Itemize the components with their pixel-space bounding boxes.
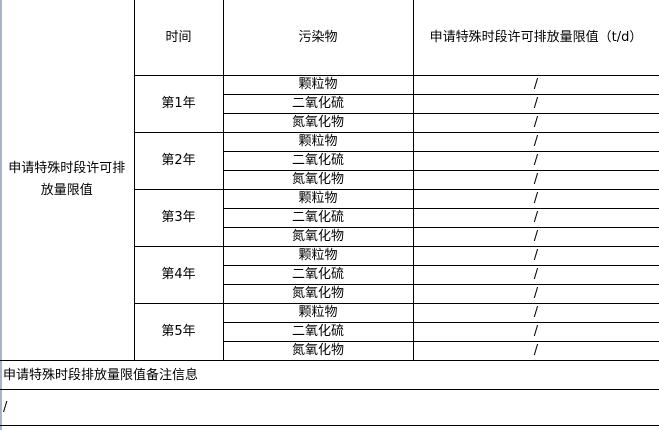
year-cell: 第1年 — [134, 75, 224, 133]
limit-value-cell: / — [412, 170, 659, 190]
pollutant-cell: 氮氧化物 — [223, 227, 414, 247]
pollutant-cell: 颗粒物 — [222, 246, 414, 266]
pollutant-cell: 二氧化硫 — [223, 208, 414, 228]
pollutant-cell: 二氧化硫 — [223, 151, 414, 171]
limit-value-cell: / — [412, 246, 659, 266]
table-row: 第4年 颗粒物 / — [0, 246, 659, 304]
pollutant-cell: 氮氧化物 — [223, 113, 414, 133]
row-label: 申请特殊时段许可排放量限值 — [0, 0, 135, 361]
remark-label: 申请特殊时段排放量限值备注信息 — [0, 360, 659, 390]
pollutant-cell: 颗粒物 — [222, 75, 414, 95]
table-row: 二氧化硫 / — [0, 151, 659, 171]
limit-value-cell: / — [412, 132, 659, 152]
pollutant-cell: 二氧化硫 — [223, 94, 414, 114]
limit-value-cell: / — [412, 208, 659, 228]
table-row: 二氧化硫 / — [0, 322, 659, 342]
remark-value-row: / — [0, 389, 659, 426]
pollutant-cell: 二氧化硫 — [223, 265, 414, 285]
year-cell: 第4年 — [134, 246, 224, 304]
table-row: 二氧化硫 / — [0, 94, 659, 114]
header-time: 时间 — [133, 0, 224, 76]
pollutant-cell: 颗粒物 — [222, 303, 414, 323]
limit-value-cell: / — [412, 75, 659, 95]
header-pollutant: 污染物 — [222, 0, 414, 76]
limit-value-cell: / — [412, 94, 659, 114]
pollutant-cell: 氮氧化物 — [223, 170, 414, 190]
limit-value-cell: / — [412, 265, 659, 285]
pollutant-cell: 二氧化硫 — [223, 322, 414, 342]
header-limit: 申请特殊时段许可排放量限值（t/d） — [412, 0, 659, 76]
table-row: 氮氧化物 / — [0, 170, 659, 190]
remark-value: / — [0, 389, 659, 426]
table-row: 第2年 颗粒物 / — [0, 132, 659, 190]
limit-value-cell: / — [412, 284, 659, 304]
year-cell: 第3年 — [134, 189, 224, 247]
pollutant-cell: 氮氧化物 — [223, 341, 414, 361]
table-row: 第5年 颗粒物 / — [0, 303, 659, 361]
limit-value-cell: / — [412, 113, 659, 133]
remark-header-row: 申请特殊时段排放量限值备注信息 — [0, 360, 659, 390]
limit-value-cell: / — [412, 189, 659, 209]
limit-value-cell: / — [412, 303, 659, 323]
limit-value-cell: / — [412, 227, 659, 247]
table-row: 氮氧化物 / — [0, 227, 659, 247]
pollutant-cell: 氮氧化物 — [223, 284, 414, 304]
limit-value-cell: / — [412, 151, 659, 171]
limit-value-cell: / — [412, 341, 659, 361]
pollutant-cell: 颗粒物 — [222, 132, 414, 152]
limit-value-cell: / — [412, 322, 659, 342]
pollutant-cell: 颗粒物 — [222, 189, 414, 209]
table-row: 二氧化硫 / — [0, 265, 659, 285]
year-cell: 第5年 — [134, 303, 224, 361]
year-cell: 第2年 — [134, 132, 224, 190]
table-row: 第1年 颗粒物 / — [0, 75, 659, 133]
table-row: 第3年 颗粒物 / — [0, 189, 659, 247]
header-row: 申请特殊时段许可排放量限值 时间 污染物 申请特殊时段许可排放量限值（t/d） — [0, 0, 659, 361]
table-row: 氮氧化物 / — [0, 113, 659, 133]
